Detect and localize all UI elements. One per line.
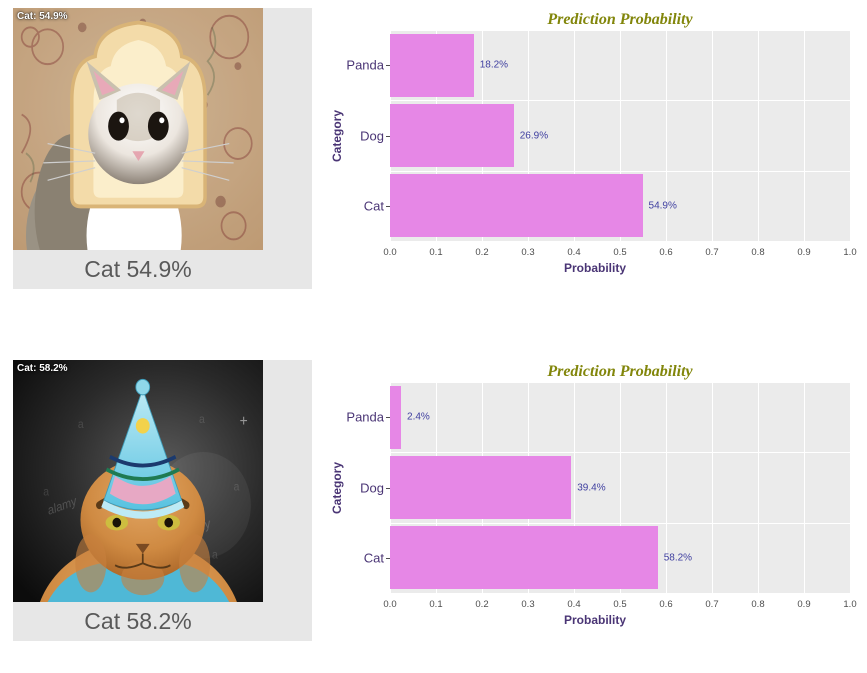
svg-text:a: a bbox=[234, 481, 241, 494]
svg-text:+: + bbox=[240, 413, 248, 430]
svg-text:a: a bbox=[78, 418, 85, 431]
svg-text:a: a bbox=[199, 413, 206, 426]
svg-text:a: a bbox=[212, 549, 219, 562]
svg-text:a: a bbox=[43, 486, 50, 499]
